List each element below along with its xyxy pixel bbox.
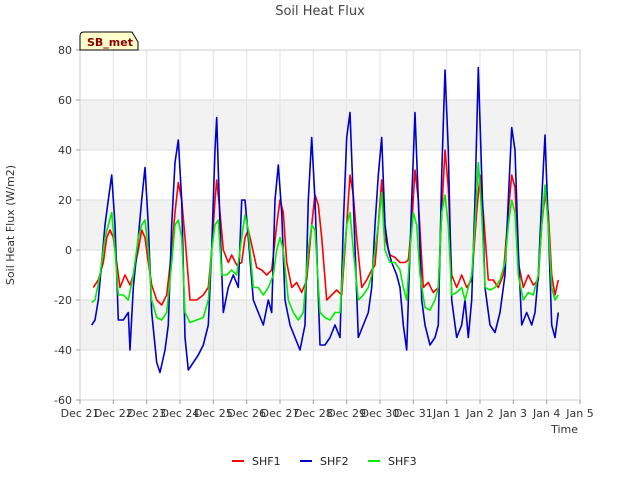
series-line-shf2: [91, 66, 560, 374]
x-tick-label: Jan 4: [532, 407, 560, 420]
y-tick-label: -40: [54, 344, 72, 357]
x-tick-label: Dec 21: [61, 407, 100, 420]
series-layer: [91, 66, 560, 374]
x-tick-label: Dec 29: [327, 407, 366, 420]
x-tick-label: Jan 3: [499, 407, 527, 420]
station-badge: SB_met: [79, 31, 139, 51]
y-tick-label: -60: [54, 394, 72, 407]
x-tick-label: Dec 30: [361, 407, 400, 420]
x-tick-label: Dec 23: [127, 407, 166, 420]
x-tick-label: Jan 2: [465, 407, 493, 420]
y-tick-label: 40: [58, 144, 72, 157]
plot-area: [80, 50, 580, 400]
x-tick-label: Dec 27: [261, 407, 300, 420]
x-tick-label: Dec 31: [394, 407, 433, 420]
badge-box: [79, 31, 139, 51]
x-tick-label: Dec 25: [194, 407, 233, 420]
y-tick-label: 60: [58, 94, 72, 107]
badge-label: SB_met: [87, 36, 133, 49]
x-tick-label: Dec 26: [227, 407, 266, 420]
grid-band: [80, 200, 580, 250]
x-axis-label: Time: [550, 423, 578, 436]
x-tick-label: Dec 28: [294, 407, 333, 420]
legend-label-shf3: SHF3: [388, 455, 417, 468]
y-tick-label: 20: [58, 194, 72, 207]
series-line-shf3: [91, 161, 559, 324]
legend-label-shf1: SHF1: [252, 455, 281, 468]
grid-band: [80, 100, 580, 150]
y-tick-label: 80: [58, 44, 72, 57]
plot-frame: [79, 49, 581, 401]
legend-label-shf2: SHF2: [320, 455, 349, 468]
chart-title: Soil Heat Flux: [275, 4, 365, 19]
x-tick-label: Dec 24: [161, 407, 200, 420]
legend: SHF1 SHF2 SHF3: [232, 455, 417, 468]
y-tick-label: 0: [65, 244, 72, 257]
x-tick-label: Jan 1: [432, 407, 460, 420]
y-tick-label: -20: [54, 294, 72, 307]
y-axis-label: Soil Heat Flux (W/m2): [4, 165, 17, 285]
x-tick-label: Jan 5: [565, 407, 593, 420]
x-tick-label: Dec 22: [94, 407, 133, 420]
